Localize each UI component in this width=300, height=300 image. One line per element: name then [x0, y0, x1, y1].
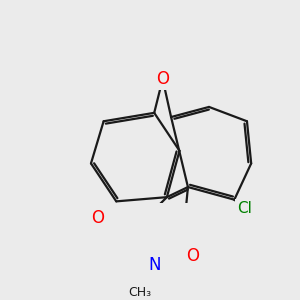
Text: O: O	[186, 247, 199, 265]
Text: O: O	[91, 209, 104, 227]
Text: CH₃: CH₃	[128, 286, 152, 299]
Text: N: N	[148, 256, 161, 274]
Text: O: O	[156, 70, 169, 88]
Text: Cl: Cl	[237, 201, 252, 216]
